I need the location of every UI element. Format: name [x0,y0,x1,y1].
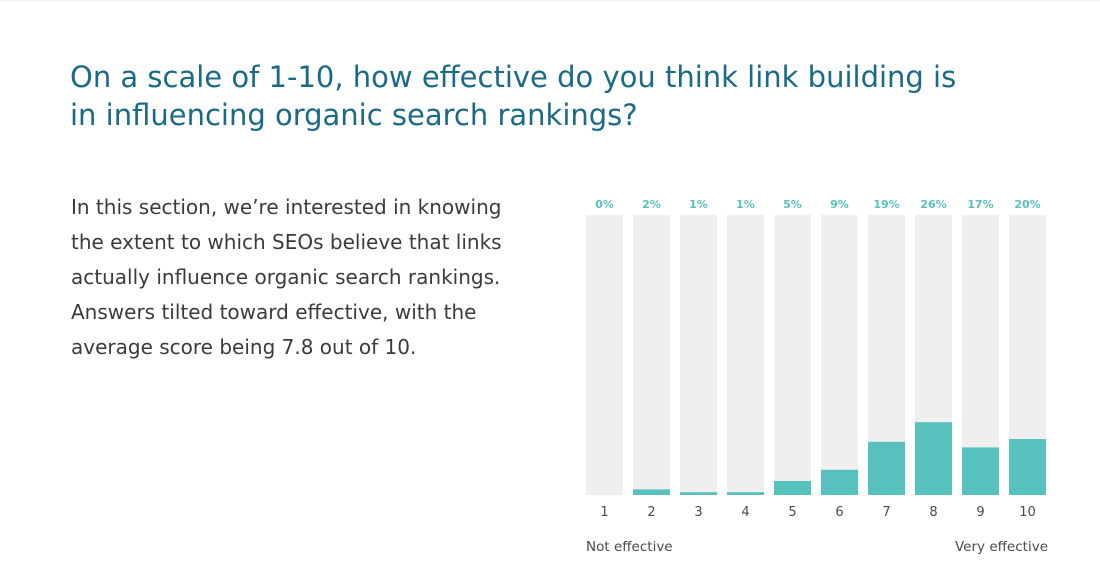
bar-track [586,215,623,495]
x-tick-labels: 1 2 3 4 5 6 7 8 9 10 [600,505,1035,520]
x-tick-10: 10 [1019,505,1036,520]
value-label-3: 1% [689,198,708,211]
value-label-10: 20% [1014,198,1040,211]
x-tick-3: 3 [694,505,702,520]
bar-9 [962,447,999,495]
value-label-5: 5% [783,198,802,211]
scale-high-label: Very effective [955,539,1048,555]
value-label-1: 0% [595,198,614,211]
bar-track [727,215,764,495]
value-label-7: 19% [873,198,899,211]
bar-4 [727,492,764,495]
bar-7 [868,441,905,495]
x-tick-5: 5 [788,505,796,520]
bar-5 [774,481,811,495]
value-label-2: 2% [642,198,661,211]
bar-track [633,215,670,495]
bar-10 [1009,439,1046,495]
x-tick-2: 2 [647,505,655,520]
page-title: On a scale of 1-10, how effective do you… [70,60,957,132]
bar-2 [633,489,670,495]
scale-low-label: Not effective [586,539,673,555]
bars [633,422,1046,495]
x-tick-7: 7 [882,505,890,520]
bar-track [821,215,858,495]
value-label-4: 1% [736,198,755,211]
x-tick-4: 4 [741,505,749,520]
bar-8 [915,422,952,495]
value-labels: 0% 2% 1% 1% 5% 9% 19% 26% 17% 20% [595,198,1041,211]
bar-3 [680,492,717,495]
top-divider [0,0,1100,1]
bar-track [680,215,717,495]
value-label-9: 17% [967,198,993,211]
bar-6 [821,469,858,495]
x-tick-1: 1 [600,505,608,520]
intro-paragraph: In this section, we’re interested in kno… [71,195,502,359]
x-tick-9: 9 [976,505,984,520]
bar-tracks [586,215,1046,495]
x-tick-6: 6 [835,505,843,520]
bar-track [774,215,811,495]
x-tick-8: 8 [929,505,937,520]
value-label-6: 9% [830,198,849,211]
value-label-8: 26% [920,198,946,211]
